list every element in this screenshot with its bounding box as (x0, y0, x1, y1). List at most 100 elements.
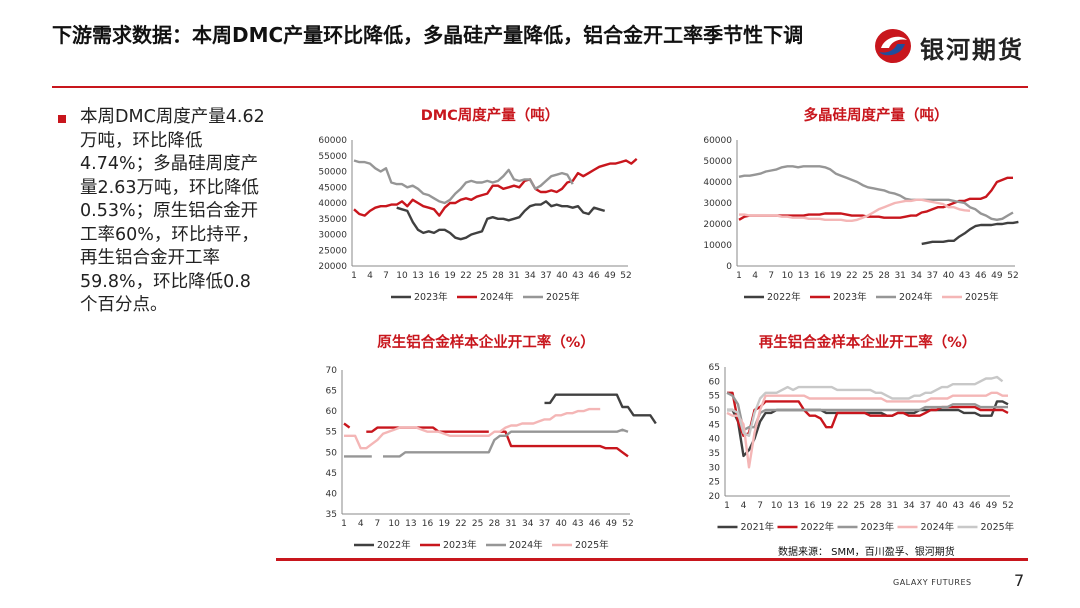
legend-label: 2025年 (965, 291, 999, 303)
header-divider (52, 86, 1028, 88)
chart-svg: 多晶硅周度产量（吨） 0 10000 20000 30000 40000 50000 6000… (703, 106, 1018, 303)
legend-label: 2025年 (981, 521, 1015, 533)
x-tick-label: 7 (757, 501, 763, 511)
x-tick-label: 49 (986, 501, 998, 511)
x-tick-label: 13 (787, 501, 798, 511)
y-tick-label: 70 (326, 366, 338, 376)
y-tick-label: 40 (709, 435, 721, 445)
x-tick-label: 52 (622, 519, 633, 529)
y-tick-label: 45000 (318, 183, 347, 193)
series-line-2023年 (396, 200, 606, 241)
x-tick-label: 31 (894, 271, 905, 281)
y-tick-label: 10000 (703, 241, 732, 251)
legend-label: 2025年 (575, 539, 609, 551)
chart-dmc-weekly-output: DMC周度产量（吨） 20000 25000 30000 35000 40000 45000… (300, 100, 640, 308)
chart-title: DMC周度产量（吨） (421, 106, 560, 124)
x-tick-label: 43 (572, 519, 583, 529)
legend-label: 2023年 (443, 539, 477, 551)
series-line-2024年 (738, 165, 1014, 221)
y-tick-label: 60000 (703, 136, 732, 146)
legend-label: 2023年 (861, 521, 895, 533)
series-line-2025年 (344, 407, 601, 450)
x-tick-label: 52 (1002, 501, 1013, 511)
x-tick-label: 34 (911, 271, 923, 281)
x-tick-label: 43 (572, 271, 583, 281)
x-tick-label: 31 (508, 271, 519, 281)
x-tick-label: 34 (903, 501, 915, 511)
legend-label: 2022年 (801, 521, 835, 533)
x-tick-label: 43 (953, 501, 964, 511)
legend-label: 2021年 (741, 521, 775, 533)
legend-label: 2023年 (414, 291, 448, 303)
x-tick-label: 25 (854, 501, 865, 511)
chart-svg: 原生铝合金样本企业开工率（%） 35 40 45 50 55 60 65 70 1 4 7 10 13 16… (326, 333, 657, 551)
x-tick-label: 40 (556, 271, 568, 281)
x-tick-label: 49 (991, 271, 1003, 281)
x-tick-label: 10 (782, 271, 794, 281)
x-tick-label: 4 (358, 519, 364, 529)
y-tick-label: 55000 (318, 152, 347, 162)
x-tick-label: 13 (798, 271, 809, 281)
x-tick-label: 46 (589, 519, 601, 529)
x-tick-label: 16 (814, 271, 826, 281)
y-tick-label: 60 (709, 377, 721, 387)
x-tick-label: 46 (588, 271, 600, 281)
x-tick-label: 28 (870, 501, 882, 511)
page-number: 7 (1014, 571, 1025, 590)
x-tick-label: 10 (388, 519, 400, 529)
legend-label: 2024年 (509, 539, 543, 551)
x-tick-label: 49 (606, 519, 618, 529)
x-tick-label: 22 (460, 271, 471, 281)
y-tick-label: 30000 (318, 231, 347, 241)
x-tick-label: 22 (846, 271, 857, 281)
x-tick-label: 37 (920, 501, 931, 511)
legend-label: 2022年 (377, 539, 411, 551)
x-tick-label: 34 (522, 519, 534, 529)
x-tick-label: 10 (771, 501, 783, 511)
x-tick-label: 1 (341, 519, 347, 529)
chart-svg: 再生铝合金样本企业开工率（%） 20 25 30 35 40 45 50 55 60 65 1 4 7 10… (709, 333, 1015, 533)
y-tick-label: 50000 (703, 157, 732, 167)
series-line-2025年 (353, 159, 574, 205)
series-line-2023年 (738, 176, 1013, 221)
series-line-2023年 (726, 391, 1008, 432)
y-tick-label: 20000 (318, 262, 347, 272)
y-tick-label: 35 (326, 510, 337, 520)
legend-label: 2022年 (767, 291, 801, 303)
x-tick-label: 22 (837, 501, 848, 511)
y-tick-label: 60 (326, 407, 338, 417)
y-tick-label: 50 (326, 448, 338, 458)
series-line-2023年 (343, 422, 629, 458)
x-tick-label: 19 (439, 519, 451, 529)
x-tick-label: 31 (887, 501, 898, 511)
y-tick-label: 65 (326, 387, 337, 397)
galaxy-logo-icon (875, 29, 911, 63)
footer-brand: GALAXY FUTURES (893, 578, 972, 587)
chart-primary-alloy-operating-rate: 原生铝合金样本企业开工率（%） 35 40 45 50 55 60 65 70 1 4 7 10 13 16… (300, 327, 657, 552)
x-tick-label: 19 (830, 271, 842, 281)
x-tick-label: 25 (472, 519, 483, 529)
x-tick-label: 19 (444, 271, 456, 281)
series-line-2022年 (727, 391, 1009, 437)
x-tick-label: 10 (396, 271, 408, 281)
chart-secondary-alloy-operating-rate: 再生铝合金样本企业开工率（%） 20 25 30 35 40 45 50 55 60 65 1 4 7 10… (685, 327, 1025, 552)
series-line-2024年 (344, 428, 629, 458)
x-tick-label: 31 (505, 519, 516, 529)
x-tick-label: 40 (943, 271, 955, 281)
x-tick-label: 49 (604, 271, 616, 281)
x-tick-label: 13 (412, 271, 423, 281)
footer-divider (276, 558, 1028, 561)
x-tick-label: 7 (383, 271, 389, 281)
series-line-2025年 (739, 198, 971, 222)
y-tick-label: 0 (726, 262, 732, 272)
chart-title: 原生铝合金样本企业开工率（%） (377, 333, 595, 351)
x-tick-label: 16 (804, 501, 816, 511)
legend-label: 2024年 (480, 291, 514, 303)
legend-label: 2025年 (546, 291, 580, 303)
page-title: 下游需求数据：本周DMC产量环比降低，多晶硅产量降低，铝合金开工率季节性下调 (52, 23, 804, 47)
y-tick-label: 55 (709, 392, 720, 402)
x-tick-label: 52 (620, 271, 631, 281)
y-tick-label: 65 (709, 363, 720, 373)
x-tick-label: 13 (405, 519, 416, 529)
y-tick-label: 25 (709, 478, 720, 488)
